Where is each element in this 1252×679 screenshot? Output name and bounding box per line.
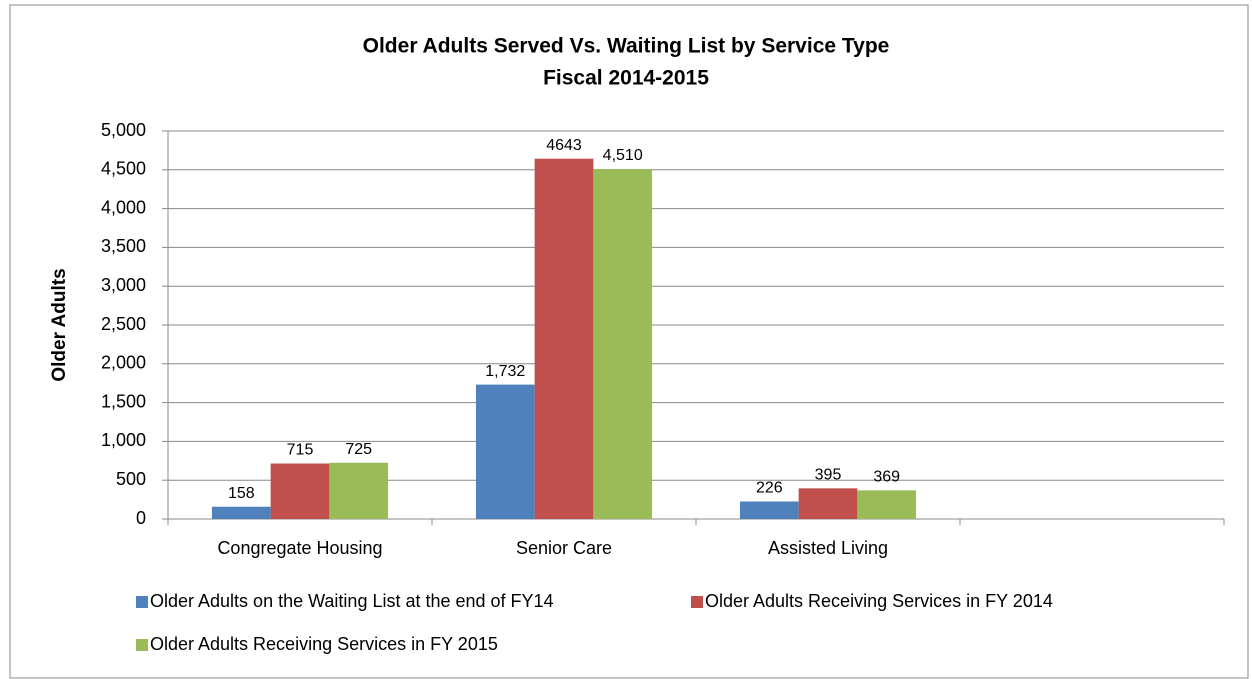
x-tick-label: Congregate Housing [217, 538, 382, 558]
y-tick-label: 3,000 [101, 275, 146, 295]
y-tick-label: 4,500 [101, 159, 146, 179]
legend-swatch [691, 596, 703, 608]
chart-title: Older Adults Served Vs. Waiting List by … [363, 35, 890, 58]
y-tick-label: 1,500 [101, 391, 146, 411]
legend-swatch [136, 639, 148, 651]
data-label: 226 [756, 480, 783, 497]
x-tick-label: Senior Care [516, 538, 612, 558]
chart-subtitle: Fiscal 2014-2015 [543, 67, 709, 90]
y-tick-label: 2,500 [101, 314, 146, 334]
bar [593, 169, 653, 520]
legend-label: Older Adults on the Waiting List at the … [150, 591, 554, 611]
bar [857, 490, 917, 519]
y-tick-label: 500 [116, 469, 146, 489]
bar [739, 501, 799, 519]
data-label: 158 [228, 485, 255, 502]
legend-swatch [136, 596, 148, 608]
data-label: 715 [287, 442, 314, 459]
y-axis-label: Older Adults [49, 268, 70, 381]
legend-label: Older Adults Receiving Services in FY 20… [705, 591, 1053, 611]
y-tick-label: 5,000 [101, 120, 146, 140]
data-label: 369 [873, 469, 900, 486]
legend-label: Older Adults Receiving Services in FY 20… [150, 634, 498, 654]
y-tick-label: 1,000 [101, 430, 146, 450]
bar [211, 506, 271, 519]
bar [475, 384, 535, 519]
bar [534, 158, 594, 520]
y-tick-label: 4,000 [101, 197, 146, 217]
x-tick-label: Assisted Living [768, 538, 888, 558]
y-tick-label: 3,500 [101, 236, 146, 256]
y-tick-label: 0 [136, 508, 146, 528]
bar [270, 463, 330, 519]
data-label: 4643 [546, 137, 582, 154]
bar [798, 488, 858, 519]
data-label: 1,732 [485, 363, 525, 380]
data-label: 4,510 [603, 147, 643, 164]
bar [329, 462, 389, 519]
data-label: 725 [345, 441, 372, 458]
data-label: 395 [815, 467, 842, 484]
y-tick-label: 2,000 [101, 353, 146, 373]
